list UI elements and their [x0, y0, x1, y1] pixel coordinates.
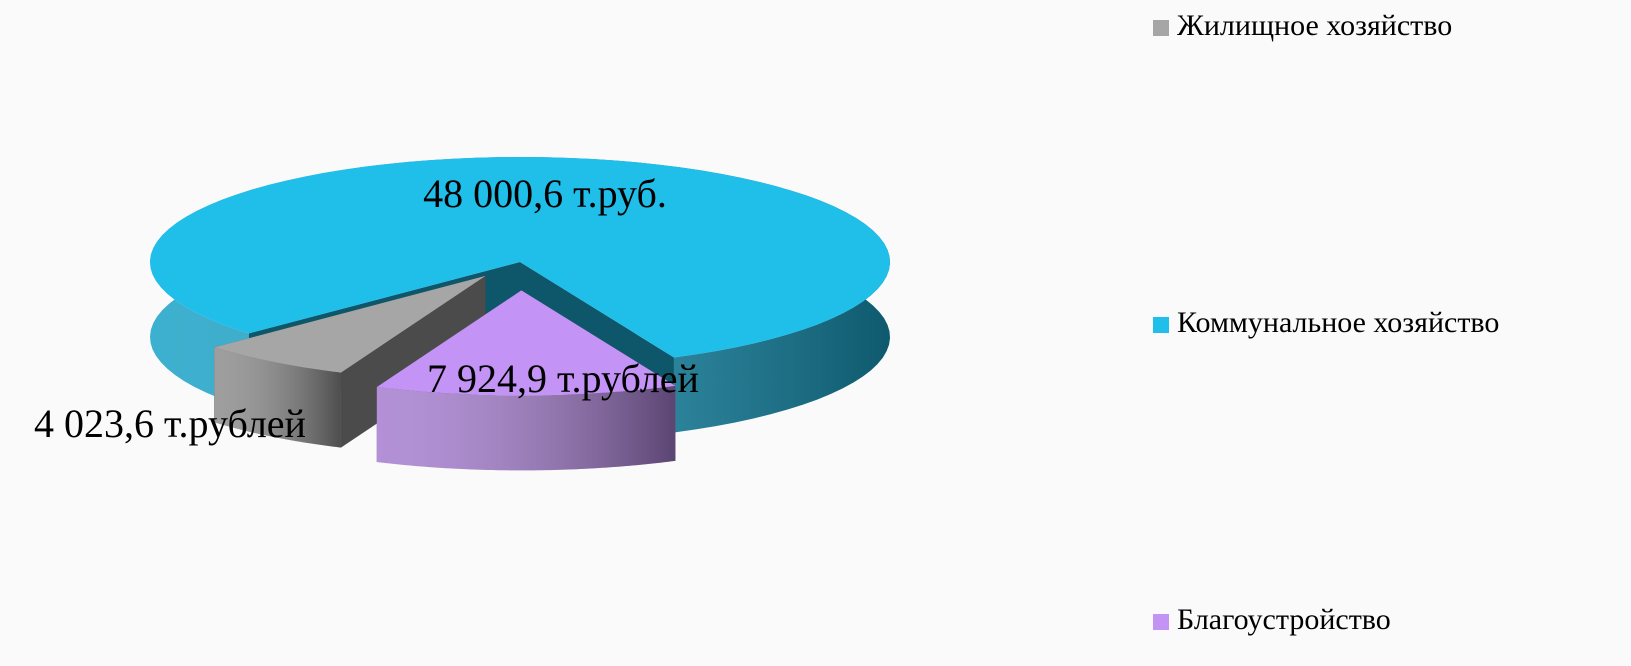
data-label: 4 023,6 т.рублей — [34, 401, 306, 446]
slice — [214, 275, 486, 373]
data-label: 7 924,9 т.рублей — [427, 356, 699, 401]
legend-label: Коммунальное хозяйство — [1177, 306, 1499, 339]
labels: 4 023,6 т.рублей 48 000,6 т.руб. 7 924,9 т… — [34, 171, 699, 446]
data-label: 48 000,6 т.руб. — [423, 171, 667, 216]
legend-swatch — [1153, 614, 1169, 630]
legend-label: Жилищное хозяйство — [1177, 9, 1452, 42]
slice — [150, 157, 890, 358]
legend: Жилищное хозяйство Коммунальное хозяйство… — [1153, 9, 1499, 636]
slice-wall-shade — [376, 385, 676, 471]
legend-swatch — [1153, 20, 1169, 36]
legend-label: Благоустройство — [1177, 603, 1391, 636]
slice-wall-shade — [214, 347, 341, 448]
pie — [150, 157, 890, 471]
legend-swatch — [1153, 317, 1169, 333]
slice — [376, 290, 676, 396]
